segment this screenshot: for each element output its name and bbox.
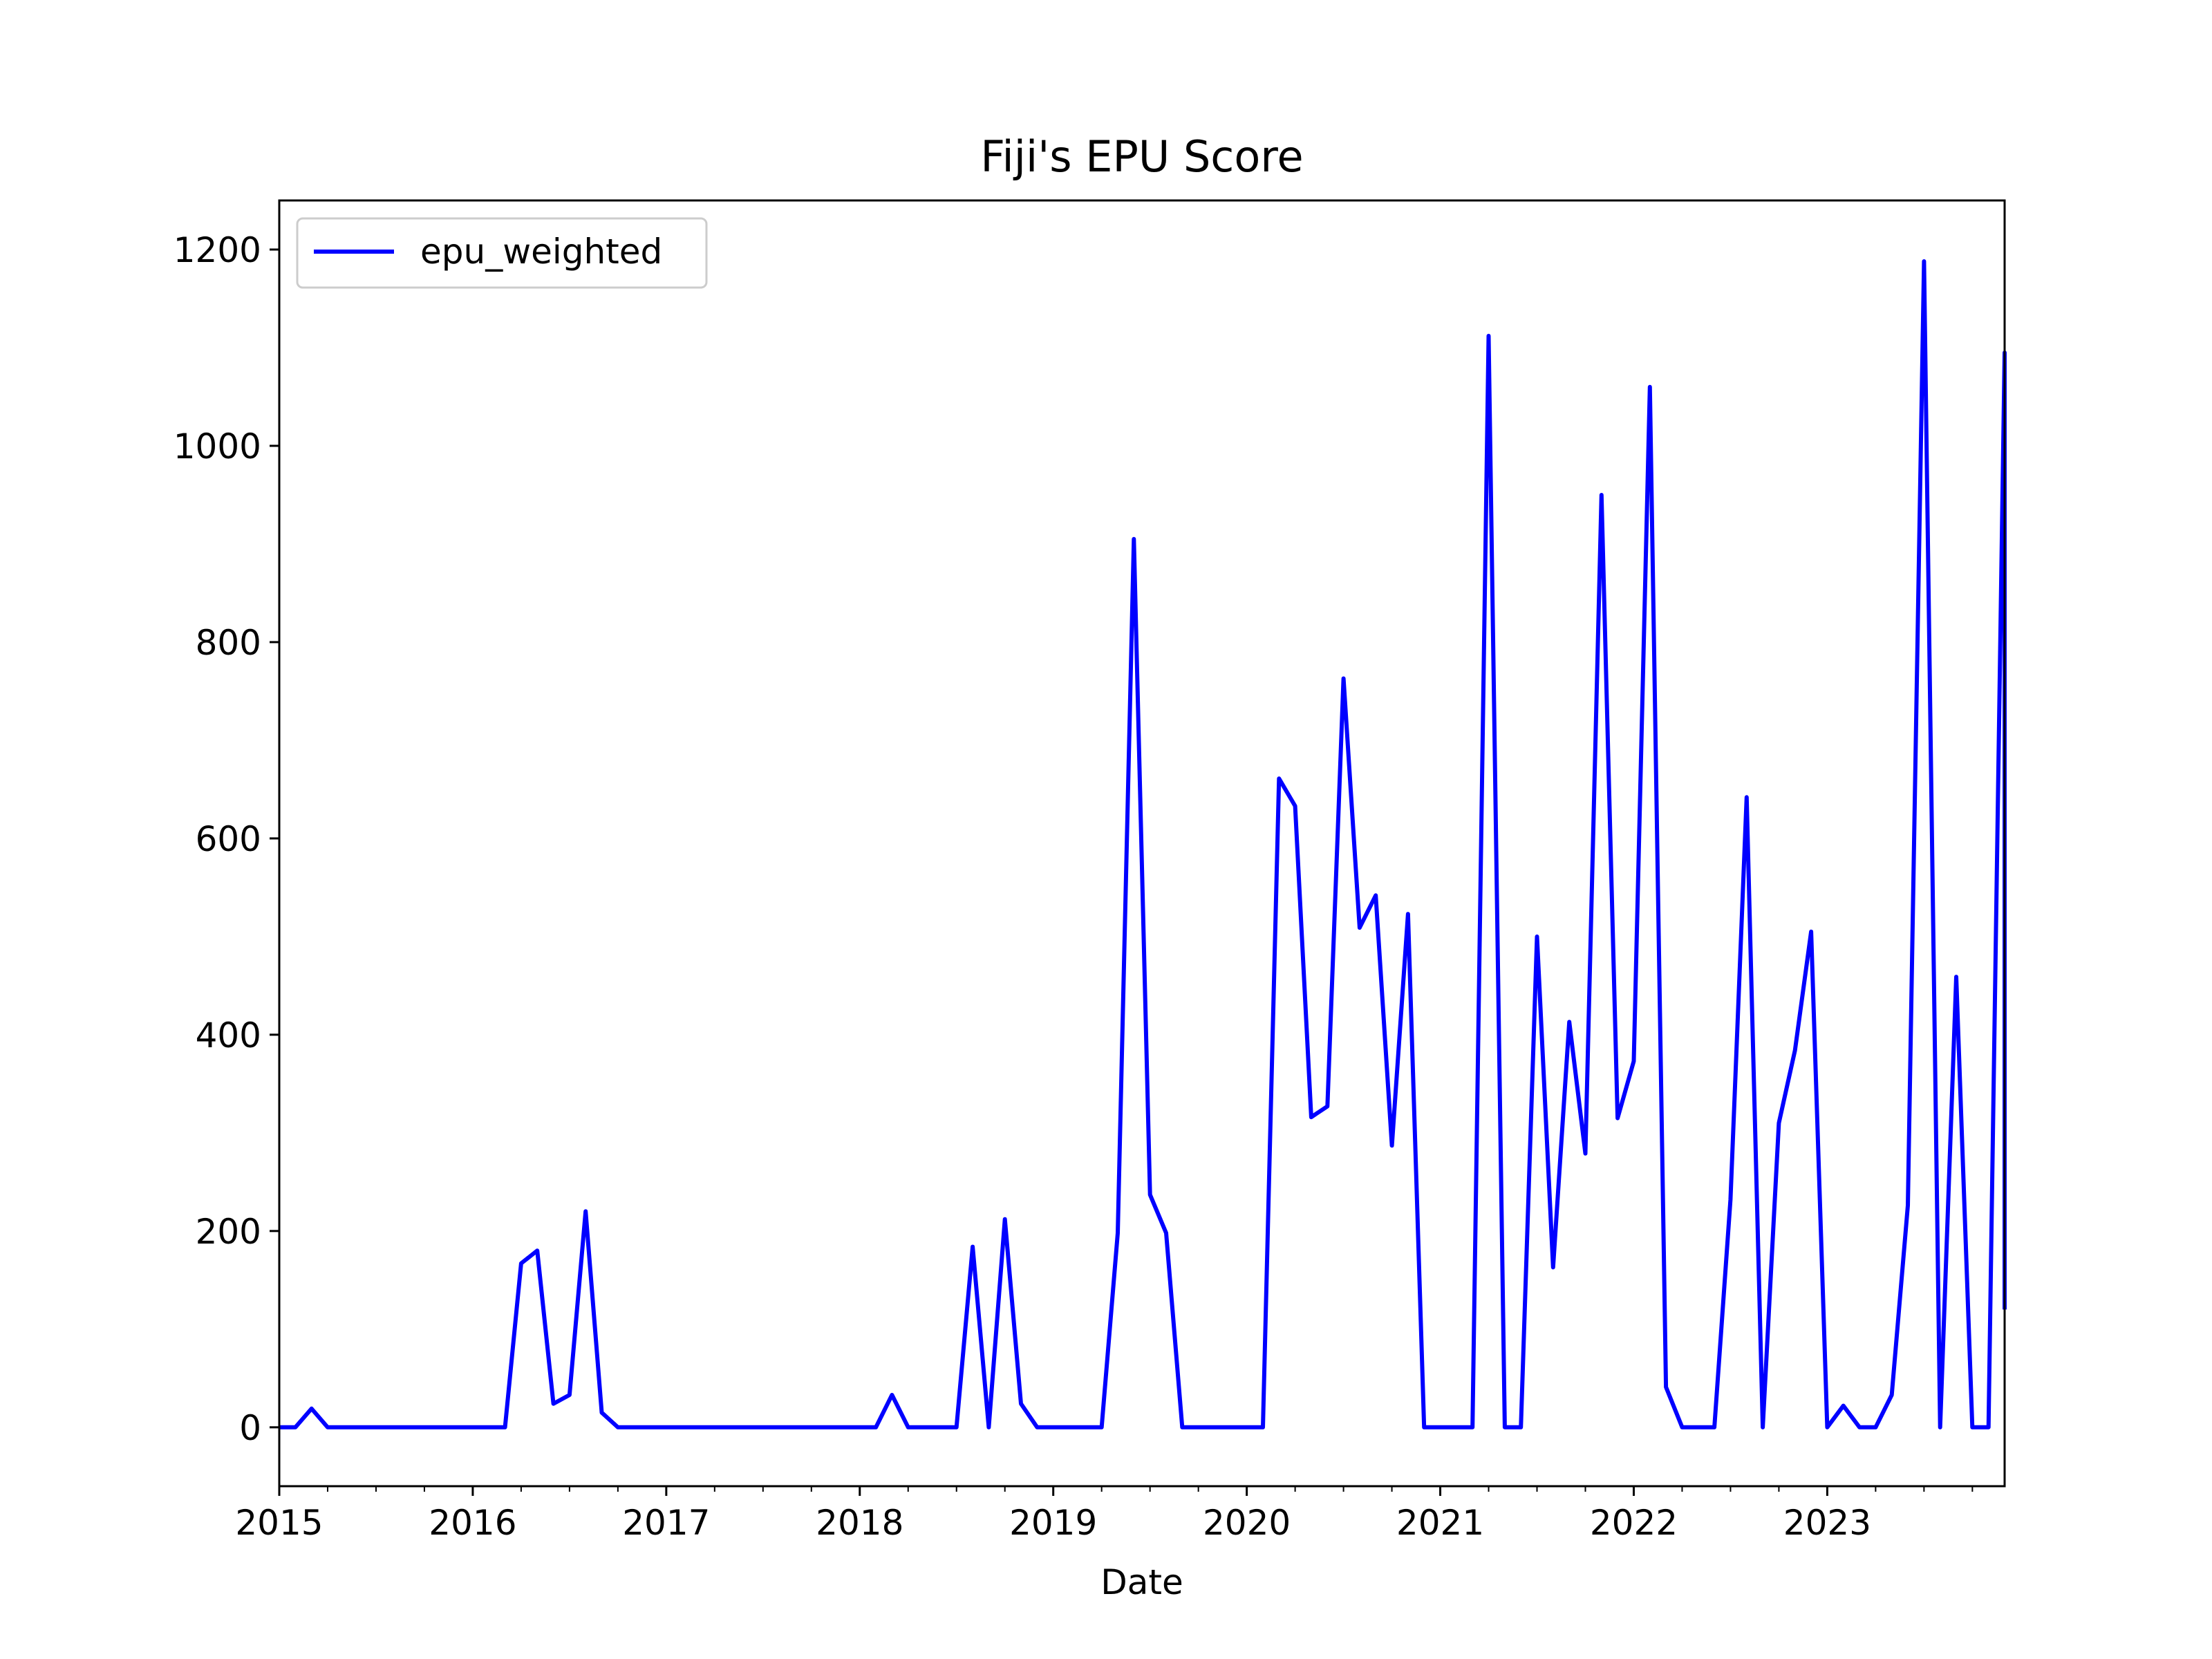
x-tick-label-2022: 2022 [1590, 1503, 1678, 1543]
x-tick-label-2016: 2016 [429, 1503, 516, 1543]
y-axis: 0 200 400 600 800 1000 1200 [174, 230, 279, 1448]
legend-label-epu-weighted: epu_weighted [420, 232, 662, 272]
y-tick-label-1000: 1000 [174, 427, 261, 467]
y-tick-label-0: 0 [239, 1408, 261, 1448]
legend-box [296, 217, 708, 289]
chart-title: Fiji's EPU Score [980, 131, 1303, 182]
x-tick-label-2021: 2021 [1396, 1503, 1484, 1543]
y-tick-label-600: 600 [196, 819, 261, 859]
x-tick-label-2023: 2023 [1783, 1503, 1871, 1543]
y-tick-label-400: 400 [196, 1015, 261, 1056]
x-tick-label-2020: 2020 [1203, 1503, 1291, 1543]
x-tick-label-2015: 2015 [235, 1503, 323, 1543]
legend: epu_weighted [296, 217, 708, 289]
y-tick-label-1200: 1200 [174, 230, 261, 270]
y-tick-label-800: 800 [196, 623, 261, 663]
x-tick-label-2017: 2017 [622, 1503, 710, 1543]
y-tick-label-200: 200 [196, 1212, 261, 1252]
series-layer [279, 259, 2007, 1430]
x-tick-label-2019: 2019 [1009, 1503, 1097, 1543]
x-tick-label-2018: 2018 [816, 1503, 903, 1543]
x-axis-label: Date [1100, 1562, 1183, 1602]
series-line-epu-weighted [279, 259, 2007, 1430]
plot-area-frame [278, 199, 2006, 1488]
x-axis: 2015 2016 2017 2018 2019 2020 2021 2022 2023 [235, 1486, 1974, 1543]
